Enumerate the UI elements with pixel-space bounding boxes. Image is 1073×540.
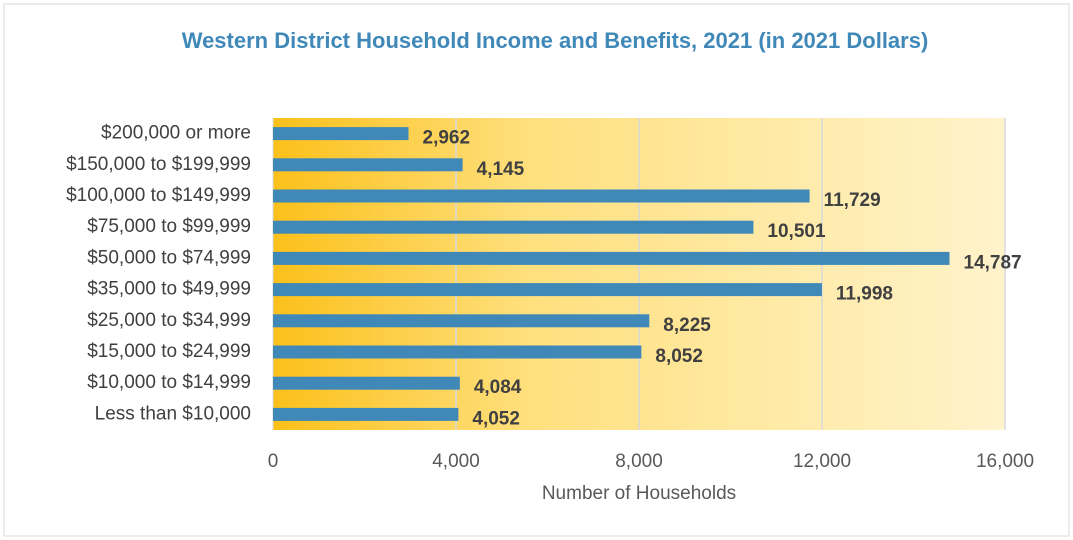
data-label: 4,145 [477, 159, 525, 180]
bar [273, 158, 463, 172]
chart-title: Western District Household Income and Be… [181, 28, 929, 53]
y-tick-label: $100,000 to $149,999 [66, 185, 251, 206]
y-tick-label: $200,000 or more [101, 123, 251, 144]
y-tick-label: $15,000 to $24,999 [87, 341, 251, 362]
x-tick-label: 16,000 [976, 451, 1034, 472]
y-tick-label: $10,000 to $14,999 [87, 372, 251, 393]
x-tick-label: 12,000 [793, 451, 851, 472]
bar [273, 220, 754, 234]
y-tick-label: $35,000 to $49,999 [87, 279, 251, 300]
y-tick-label: $25,000 to $34,999 [87, 310, 251, 331]
bar [273, 407, 459, 421]
data-label: 8,225 [663, 315, 711, 336]
bar [273, 189, 810, 203]
x-axis-title: Number of Households [542, 483, 736, 504]
data-label: 10,501 [767, 221, 826, 242]
y-tick-label: Less than $10,000 [95, 403, 251, 424]
x-tick-label: 4,000 [432, 451, 480, 472]
x-tick-label: 8,000 [615, 451, 663, 472]
x-tick-label: 0 [268, 451, 279, 472]
y-tick-label: $50,000 to $74,999 [87, 247, 251, 268]
bar [273, 283, 822, 297]
bar [273, 345, 642, 359]
bar [273, 314, 650, 328]
data-label: 4,084 [474, 377, 522, 398]
data-label: 8,052 [655, 346, 703, 367]
bar [273, 251, 950, 265]
data-label: 11,998 [836, 284, 893, 305]
y-tick-label: $75,000 to $99,999 [87, 216, 251, 237]
data-label: 4,052 [472, 408, 520, 429]
data-label: 2,962 [423, 128, 471, 149]
data-label: 11,729 [824, 190, 881, 211]
bar [273, 376, 460, 390]
y-tick-label: $150,000 to $199,999 [66, 154, 251, 175]
bar [273, 127, 409, 141]
data-label: 14,787 [964, 252, 1022, 273]
